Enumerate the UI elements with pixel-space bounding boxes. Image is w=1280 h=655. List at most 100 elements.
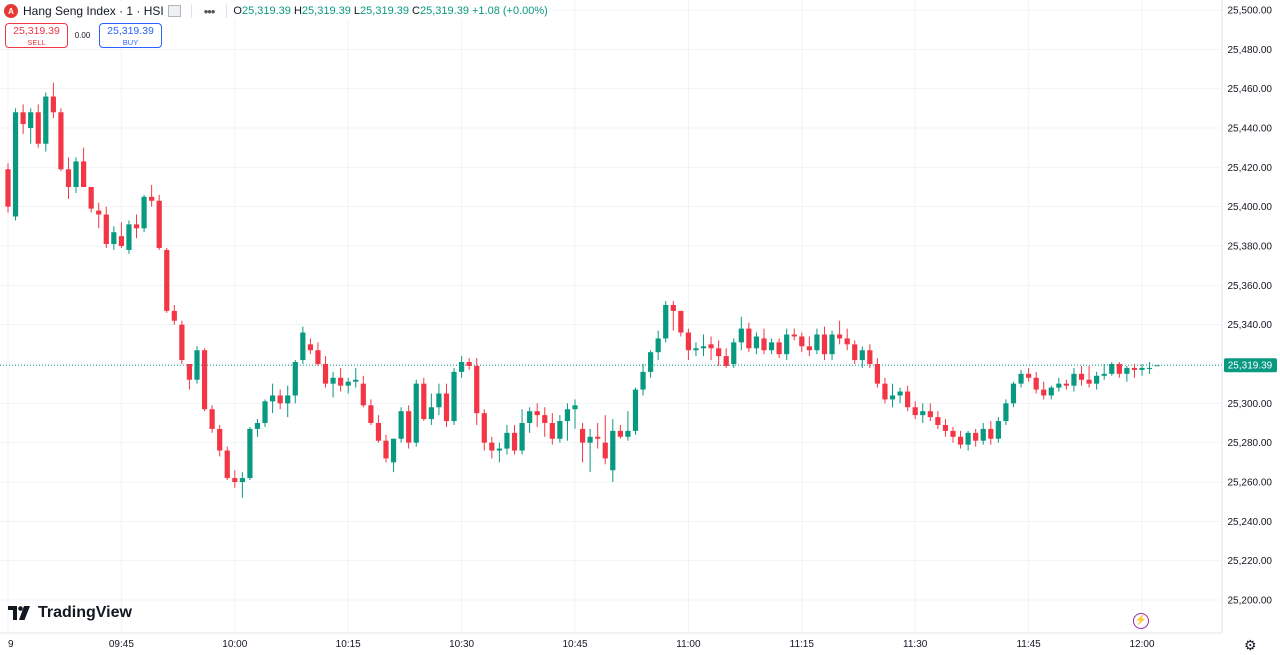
candle (579, 423, 586, 463)
x-tick-label: 9 (8, 639, 14, 650)
lightning-icon[interactable]: ⚡ (1133, 613, 1149, 629)
market-status-icon[interactable] (167, 5, 181, 17)
candle (738, 316, 744, 351)
candle (753, 332, 760, 355)
candle-body (564, 409, 571, 422)
candle-body (1003, 403, 1009, 422)
y-tick-label: 25,340.00 (1228, 320, 1273, 331)
candle (542, 407, 548, 437)
candles (5, 82, 1160, 498)
candle-body (859, 350, 865, 361)
candle (882, 377, 888, 404)
candle (791, 328, 797, 341)
candle (322, 356, 329, 388)
candle-body (957, 436, 964, 445)
candle (557, 415, 563, 443)
candle (73, 157, 79, 193)
candle (1018, 369, 1024, 388)
candle-body (360, 383, 366, 406)
candle (670, 301, 676, 331)
candle-body (224, 450, 230, 479)
candle-body (625, 430, 631, 437)
sell-label: SELL (27, 38, 46, 47)
candle (375, 415, 382, 443)
candle-body (443, 393, 450, 422)
candle-body (1078, 373, 1085, 380)
candle-body (398, 411, 404, 439)
candle (171, 305, 177, 325)
candle-body (345, 381, 351, 386)
candle-body (474, 365, 480, 414)
candle-body (527, 411, 533, 423)
more-options-icon[interactable]: ••• (203, 3, 216, 19)
tradingview-logo-icon (8, 606, 30, 620)
candle (572, 399, 578, 429)
y-tick-label: 25,300.00 (1228, 399, 1273, 410)
candle-body (640, 371, 646, 390)
candle-body (81, 161, 87, 187)
candle (149, 185, 155, 207)
candle-body (670, 305, 676, 311)
candle-body (481, 413, 487, 443)
candle (1116, 362, 1122, 378)
candle (784, 328, 790, 361)
candle (897, 387, 903, 404)
y-tick-label: 25,280.00 (1228, 438, 1273, 449)
candle-body (617, 430, 623, 437)
symbol-title[interactable]: Hang Seng Index · 1 · HSI (23, 4, 164, 18)
candle (194, 346, 200, 384)
candle-body (542, 415, 548, 423)
candle-body (806, 346, 812, 351)
grid-lines (0, 0, 1222, 633)
candle (390, 438, 397, 473)
candle (534, 403, 540, 427)
candle-body (950, 430, 956, 437)
candle-body (768, 342, 775, 351)
candle-body (799, 336, 805, 347)
candle (761, 328, 767, 355)
candle-body (186, 364, 193, 380)
candle (799, 332, 805, 353)
candle-body (897, 391, 903, 396)
time-axis[interactable]: 9 09:45 10:00 10:15 10:30 10:45 11:00 11:15 11:3… (8, 639, 1155, 650)
candle-body (1048, 387, 1054, 396)
candle-body (746, 328, 752, 349)
candle (504, 424, 510, 455)
candle-body (1026, 373, 1032, 378)
spread-value: 0.00 (74, 31, 91, 40)
tradingview-logo[interactable]: TradingView (8, 604, 132, 622)
candle-body (353, 379, 359, 382)
candle-body (1018, 373, 1024, 384)
candle-body (1086, 379, 1092, 384)
candle-body (844, 338, 850, 345)
candle (1109, 362, 1115, 376)
candle (1131, 364, 1138, 378)
y-tick-label: 25,480.00 (1228, 45, 1273, 56)
candle-body (58, 112, 64, 170)
candle-body (678, 310, 684, 333)
x-tick-label: 10:15 (336, 639, 361, 650)
candle-body (1094, 375, 1100, 384)
price-axis[interactable]: 25,200.00 25,220.00 25,240.00 25,260.00 25,2… (1228, 6, 1273, 607)
candle-body (179, 324, 185, 361)
candle (927, 403, 933, 422)
close-value: 25,319.39 (420, 5, 469, 17)
candle-body (1154, 365, 1160, 367)
candle (905, 385, 911, 412)
candle (708, 336, 714, 361)
sell-button[interactable]: 25,319.39 SELL (5, 23, 68, 48)
candle-body (20, 112, 26, 125)
candle (625, 411, 631, 441)
candle (247, 426, 253, 481)
candle (459, 356, 465, 378)
settings-gear-icon[interactable]: ⚙ (1244, 637, 1257, 653)
candle-body (1131, 367, 1138, 370)
candle-body (814, 334, 820, 351)
candle (58, 108, 64, 172)
candle (889, 383, 896, 408)
high-value: 25,319.39 (301, 5, 351, 17)
candle (837, 320, 843, 345)
buy-button[interactable]: 25,319.39 BUY (99, 23, 162, 48)
x-tick-label: 10:00 (222, 639, 247, 650)
